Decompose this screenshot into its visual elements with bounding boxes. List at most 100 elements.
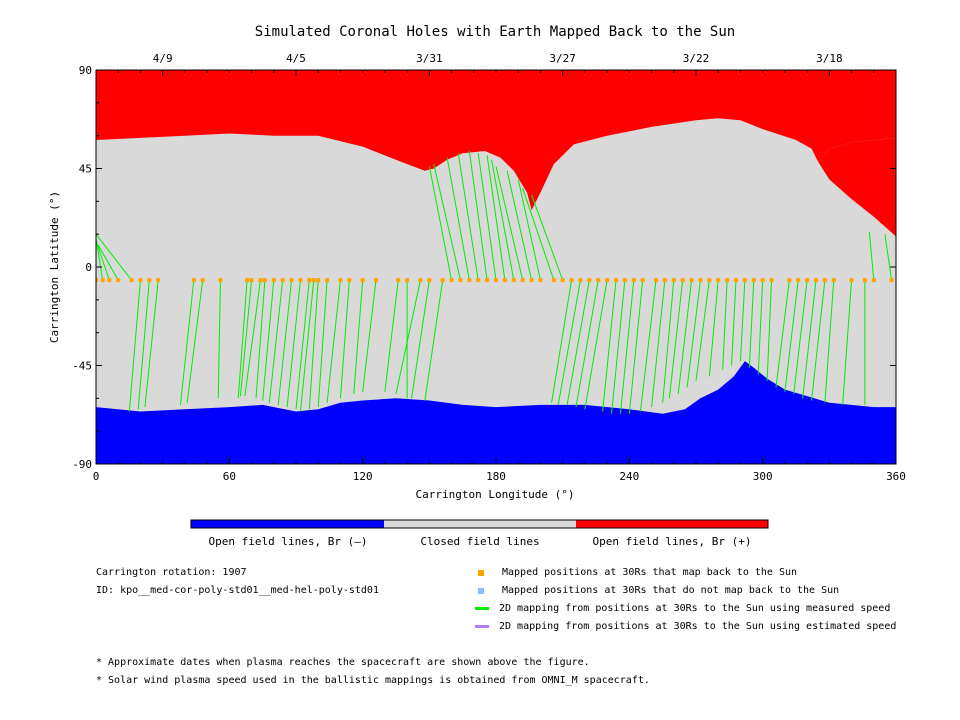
mapping-line bbox=[884, 234, 893, 281]
footnote-dates: * Approximate dates when plasma reaches … bbox=[96, 657, 590, 668]
mapped-point bbox=[734, 278, 738, 283]
x-axis-label: Carrington Longitude (°) bbox=[416, 488, 575, 501]
green-line-marker bbox=[475, 607, 489, 610]
mapped-point bbox=[347, 278, 352, 283]
mapped-point bbox=[560, 278, 565, 283]
mapping-line bbox=[602, 280, 617, 412]
mapping-line bbox=[668, 280, 684, 399]
legend-label: 2D mapping from positions at 30Rs to the… bbox=[499, 621, 897, 632]
mapped-point bbox=[258, 278, 263, 283]
mapped-point bbox=[578, 278, 583, 283]
mapped-point bbox=[822, 278, 827, 283]
mapped-point bbox=[218, 278, 223, 283]
mapping-line bbox=[766, 280, 773, 381]
mapped-point bbox=[551, 278, 556, 283]
mapping-line bbox=[97, 244, 119, 281]
mapped-point bbox=[622, 278, 627, 283]
mapped-points bbox=[96, 278, 894, 283]
legend-unmapped-points: Mapped positions at 30Rs that do not map… bbox=[478, 585, 839, 596]
x-tick-label: 240 bbox=[619, 470, 639, 483]
legend-measured-speed: 2D mapping from positions at 30Rs to the… bbox=[475, 603, 890, 614]
mapping-line bbox=[802, 280, 817, 399]
mapping-line bbox=[428, 166, 453, 281]
mapped-point bbox=[396, 278, 401, 283]
mapping-line bbox=[842, 280, 853, 405]
mapped-point bbox=[698, 278, 703, 283]
legend-mapped-points: Mapped positions at 30Rs that map back t… bbox=[478, 567, 797, 578]
mapped-point bbox=[147, 278, 152, 283]
mapping-line bbox=[491, 159, 515, 281]
mapping-line bbox=[793, 280, 808, 395]
mapped-point bbox=[374, 278, 378, 283]
colorbar-frame bbox=[190, 519, 769, 529]
y-tick-label: -90 bbox=[72, 458, 92, 471]
mapped-point bbox=[325, 278, 330, 283]
south-coronal-hole bbox=[96, 361, 896, 464]
mapping-line bbox=[239, 280, 253, 397]
mapping-line bbox=[584, 280, 608, 410]
mapped-point bbox=[262, 278, 267, 283]
mapped-point bbox=[889, 278, 894, 283]
mapping-line bbox=[628, 280, 644, 414]
mapped-point bbox=[107, 278, 112, 283]
mapped-point bbox=[640, 278, 645, 283]
mapped-point bbox=[520, 278, 525, 283]
mapped-point bbox=[654, 278, 658, 283]
mapping-line bbox=[96, 233, 132, 281]
mapping-line bbox=[299, 280, 315, 412]
mapped-point bbox=[129, 278, 134, 283]
mapped-point bbox=[662, 278, 667, 283]
mapped-point bbox=[862, 278, 867, 283]
x-tick-label: 60 bbox=[223, 470, 236, 483]
mapped-point bbox=[311, 278, 316, 283]
legend-label: Mapped positions at 30Rs that do not map… bbox=[502, 585, 840, 596]
mapped-point bbox=[116, 278, 121, 283]
mapping-line bbox=[353, 280, 364, 394]
mapped-point bbox=[418, 278, 423, 283]
date-tick-label: 3/27 bbox=[549, 52, 576, 65]
mapping-line bbox=[317, 280, 328, 408]
mapping-line bbox=[446, 157, 470, 281]
x-tick-label: 0 bbox=[93, 470, 100, 483]
mapped-point bbox=[494, 278, 498, 283]
mapping-line bbox=[557, 280, 581, 405]
mapped-point bbox=[458, 278, 463, 283]
run-id: ID: kpo__med-cor-poly-std01__med-hel-pol… bbox=[96, 585, 379, 596]
mapped-point bbox=[360, 278, 365, 283]
x-tick-label: 360 bbox=[886, 470, 906, 483]
mapping-line bbox=[468, 150, 488, 281]
mapped-point bbox=[796, 278, 801, 283]
mapping-line bbox=[611, 280, 626, 414]
mapped-point bbox=[787, 278, 792, 283]
colorbar-open-positive bbox=[576, 520, 768, 528]
mapped-point bbox=[467, 278, 472, 283]
mapping-line bbox=[531, 194, 564, 281]
colorbar-label-positive: Open field lines, Br (+) bbox=[593, 535, 752, 548]
mapping-line bbox=[308, 280, 319, 410]
mapped-point bbox=[191, 278, 196, 283]
mapping-line bbox=[217, 280, 221, 399]
mapping-line bbox=[96, 240, 110, 281]
mapping-line bbox=[362, 280, 377, 392]
mapping-line bbox=[339, 280, 350, 399]
mapping-line bbox=[566, 280, 590, 405]
colorbar-closed bbox=[384, 520, 576, 528]
mapped-point bbox=[440, 278, 445, 283]
y-axis: -90 -45 0 45 90 bbox=[72, 64, 896, 471]
mapping-line bbox=[708, 280, 719, 377]
y-axis-label: Carrington Latitude (°) bbox=[48, 191, 61, 343]
mapping-line bbox=[286, 280, 301, 408]
mapping-line bbox=[255, 280, 266, 399]
mapping-line bbox=[457, 153, 479, 281]
mapped-point bbox=[100, 278, 105, 283]
mapping-line bbox=[477, 153, 497, 281]
mapping-line bbox=[144, 280, 159, 408]
legend-estimated-speed: 2D mapping from positions at 30Rs to the… bbox=[475, 621, 896, 632]
mapped-point bbox=[156, 278, 161, 283]
mapping-line bbox=[326, 280, 341, 403]
y-tick-label: -45 bbox=[72, 360, 92, 373]
mapping-line bbox=[506, 170, 533, 281]
colorbar-label-negative: Open field lines, Br (–) bbox=[209, 535, 368, 548]
mapped-point bbox=[289, 278, 294, 283]
